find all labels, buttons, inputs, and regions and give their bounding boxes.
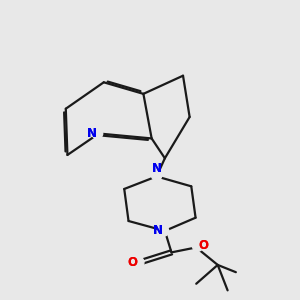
Text: N: N bbox=[152, 162, 162, 175]
Circle shape bbox=[158, 226, 169, 236]
Circle shape bbox=[192, 241, 203, 251]
Text: N: N bbox=[153, 224, 164, 237]
Text: O: O bbox=[199, 239, 208, 252]
Circle shape bbox=[151, 169, 162, 180]
Text: N: N bbox=[86, 127, 96, 140]
Text: O: O bbox=[127, 256, 137, 269]
Text: N: N bbox=[152, 162, 162, 175]
Text: N: N bbox=[153, 224, 164, 237]
Text: O: O bbox=[127, 256, 137, 269]
Circle shape bbox=[133, 257, 144, 268]
Text: O: O bbox=[199, 239, 208, 252]
Circle shape bbox=[92, 128, 103, 139]
Text: N: N bbox=[86, 127, 96, 140]
